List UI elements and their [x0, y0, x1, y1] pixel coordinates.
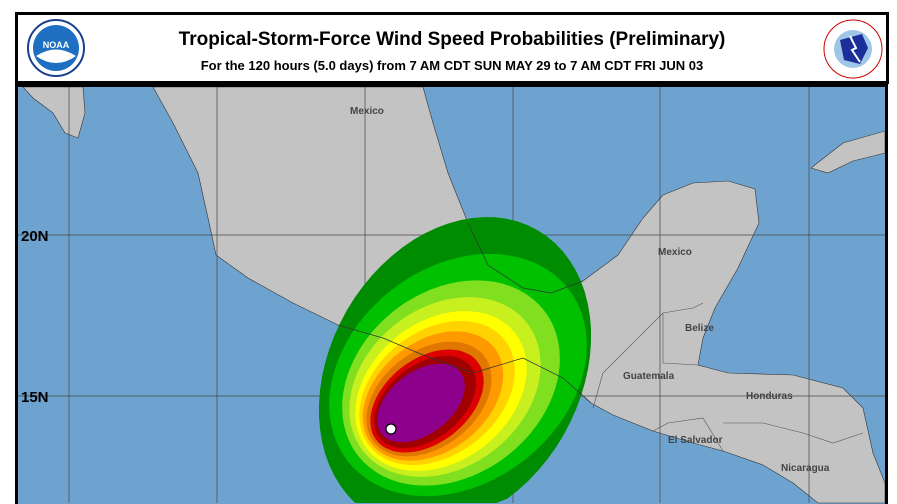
- lat-label-20n: 20N: [21, 228, 49, 245]
- coastline-overlay: [337, 222, 592, 404]
- lat-label-15n: 15N: [21, 389, 49, 406]
- borders: [592, 302, 864, 452]
- noaa-logo: NOAA: [27, 19, 85, 77]
- probability-band-10: [377, 363, 465, 443]
- svg-text:NOAA: NOAA: [43, 40, 70, 50]
- storm-center-marker: [385, 423, 397, 435]
- label-belize: Belize: [685, 323, 714, 334]
- map-subtitle: For the 120 hours (5.0 days) from 7 AM C…: [200, 58, 704, 73]
- probability-contours: [319, 217, 591, 503]
- label-mexico-yucatan: Mexico: [658, 247, 692, 258]
- label-honduras: Honduras: [746, 391, 793, 402]
- label-guatemala: Guatemala: [623, 371, 675, 382]
- probability-map: 20N 15N Mexico Mexico Belize Guatemala H…: [15, 84, 888, 504]
- map-header: NOAA Tropical-Storm-Force Wind Speed Pro…: [15, 12, 889, 84]
- label-nicaragua: Nicaragua: [781, 463, 830, 474]
- label-mexico-north: Mexico: [350, 106, 384, 117]
- map-title: Tropical-Storm-Force Wind Speed Probabil…: [178, 29, 726, 50]
- label-el-salvador: El Salvador: [668, 435, 723, 446]
- nws-logo: [823, 19, 883, 79]
